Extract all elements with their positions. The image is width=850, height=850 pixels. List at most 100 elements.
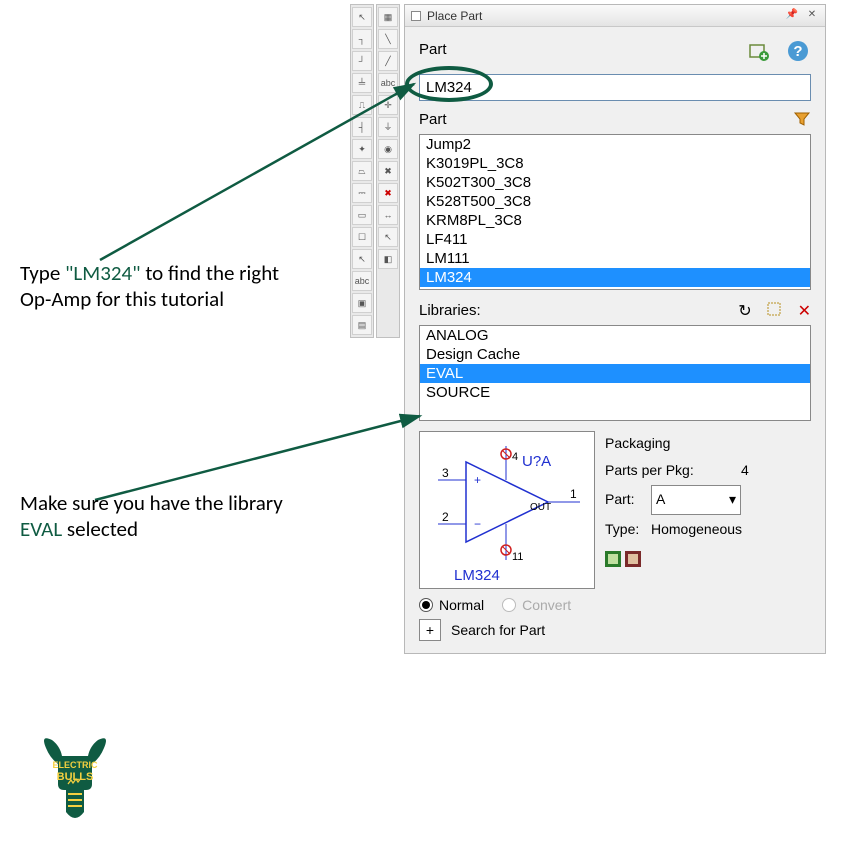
place-part-panel: Place Part 📌 ✕ Part ? Part — [404, 4, 826, 654]
electric-bulls-logo: ELECTRIC BULLS — [38, 730, 112, 826]
tool-label[interactable]: abc — [378, 73, 398, 93]
packaging-type-value: Homogeneous — [651, 517, 742, 542]
tool-page[interactable]: ☐ — [352, 227, 372, 247]
radio-dot-icon — [502, 598, 516, 612]
part-list-item[interactable]: K528T500_3C8 — [420, 192, 810, 211]
tool-branch[interactable]: ╧ — [352, 73, 372, 93]
pin3-label: 3 — [442, 466, 449, 480]
annotation-1: Type "LM324" to find the right Op-Amp fo… — [20, 260, 280, 313]
tool-noconnect[interactable]: ✖ — [378, 161, 398, 181]
part-list-item[interactable]: K502T300_3C8 — [420, 173, 810, 192]
svg-text:ELECTRIC: ELECTRIC — [53, 760, 99, 770]
parts-per-pkg-value: 4 — [741, 458, 749, 483]
svg-text:−: − — [474, 517, 481, 531]
tool-wire-1[interactable]: ┐ — [352, 29, 372, 49]
radio-convert: Convert — [502, 597, 571, 613]
tool-pointer[interactable]: ↖ — [352, 7, 372, 27]
tool-wire-2[interactable]: ┘ — [352, 51, 372, 71]
part-label: Part — [419, 41, 447, 58]
search-for-part-label: Search for Part — [451, 622, 545, 638]
tool-move[interactable]: ↔ — [378, 205, 398, 225]
tool-bus[interactable]: ⎓ — [352, 183, 372, 203]
library-list-item[interactable]: ANALOG — [420, 326, 810, 345]
part-list-item[interactable]: K3019PL_3C8 — [420, 154, 810, 173]
refdes-label: U?A — [522, 453, 551, 470]
parts-listbox[interactable]: Jump2K3019PL_3C8K502T300_3C8K528T500_3C8… — [419, 134, 811, 290]
libraries-label: Libraries: — [419, 302, 481, 319]
tool-place-part[interactable]: ▦ — [378, 7, 398, 27]
packaging-part-combo[interactable]: A ▾ — [651, 485, 741, 514]
add-library-icon[interactable] — [745, 38, 771, 64]
tool-junction[interactable]: ┤ — [352, 117, 372, 137]
tool-place[interactable]: ↖ — [378, 227, 398, 247]
tool-select[interactable]: ↖ — [352, 249, 372, 269]
tool-ground[interactable]: ⏢ — [352, 161, 372, 181]
vertical-toolbars: ↖ ┐ ┘ ╧ ⎍ ┤ ✦ ⏢ ⎓ ▭ ☐ ↖ abc ▣ ▤ ▦ ╲ ╱ ab… — [350, 4, 400, 338]
annotation-2: Make sure you have the library EVAL sele… — [20, 490, 300, 543]
packaging-part-value: A — [656, 487, 665, 512]
svg-text:?: ? — [793, 43, 802, 60]
panel-titlebar: Place Part 📌 ✕ — [405, 5, 825, 27]
out-label: OUT — [530, 502, 551, 513]
panel-pin-icon[interactable]: 📌 — [785, 9, 799, 23]
part-search-input[interactable] — [419, 74, 811, 101]
tool-end[interactable]: ◧ — [378, 249, 398, 269]
tool-target[interactable]: ✛ — [378, 95, 398, 115]
pspice-icon[interactable] — [605, 550, 621, 566]
filter-icon[interactable] — [793, 110, 811, 131]
annot2-lib: EVAL — [20, 516, 62, 542]
tool-port[interactable]: ▭ — [352, 205, 372, 225]
toolbar-1: ↖ ┐ ┘ ╧ ⎍ ┤ ✦ ⏢ ⎓ ▭ ☐ ↖ abc ▣ ▤ — [350, 4, 374, 338]
part-list-item[interactable]: LF411 — [420, 230, 810, 249]
packaging-section: Packaging Parts per Pkg: 4 Part: A ▾ Typ… — [605, 431, 811, 589]
pin4-label: 4 — [512, 451, 518, 463]
pin1-label: 1 — [570, 487, 577, 501]
tool-line[interactable]: ╲ — [378, 29, 398, 49]
libraries-listbox[interactable]: ANALOGDesign CacheEVALSOURCE — [419, 325, 811, 421]
part-preview: + − 3 2 1 4 11 OUT U?A LM324 — [419, 431, 595, 589]
library-list-item[interactable]: SOURCE — [420, 383, 810, 402]
chevron-down-icon: ▾ — [729, 487, 736, 512]
tool-polyline[interactable]: ╱ — [378, 51, 398, 71]
tool-net[interactable]: ⎍ — [352, 95, 372, 115]
svg-text:+: + — [474, 473, 481, 487]
part-list-item[interactable]: KRM8PL_3C8 — [420, 211, 810, 230]
annot2-pre: Make sure you have the library — [20, 490, 283, 516]
part-list-item[interactable]: LM324 — [420, 268, 810, 287]
library-list-item[interactable]: Design Cache — [420, 345, 810, 364]
packaging-part-label: Part: — [605, 487, 645, 512]
panel-grip-icon — [411, 11, 421, 21]
parts-per-pkg-label: Parts per Pkg: — [605, 458, 705, 483]
partname-label: LM324 — [454, 567, 500, 584]
packaging-header: Packaging — [605, 431, 811, 456]
part-list-item[interactable]: LM111 — [420, 249, 810, 268]
radio-normal[interactable]: Normal — [419, 597, 484, 613]
expand-search-button[interactable]: + — [419, 619, 441, 641]
tool-comp[interactable]: ◉ — [378, 139, 398, 159]
packaging-type-label: Type: — [605, 517, 645, 542]
pin2-label: 2 — [442, 510, 449, 524]
pin11-label: 11 — [512, 551, 523, 563]
tool-misc-1[interactable]: ▣ — [352, 293, 372, 313]
annot1-pre: Type — [20, 260, 65, 286]
refresh-icon[interactable]: ↻ — [738, 301, 751, 321]
part-list-item[interactable]: Jump2 — [420, 135, 810, 154]
tool-text[interactable]: abc — [352, 271, 372, 291]
radio-normal-label: Normal — [439, 597, 484, 613]
radio-dot-icon — [419, 598, 433, 612]
annot1-quote: "LM324" — [65, 260, 141, 286]
parts-list-label: Part — [419, 111, 447, 128]
tool-delete[interactable]: ✖ — [378, 183, 398, 203]
add-lib-icon[interactable] — [766, 300, 784, 321]
library-list-item[interactable]: EVAL — [420, 364, 810, 383]
layout-icon[interactable] — [625, 550, 641, 566]
panel-title-text: Place Part — [427, 9, 482, 23]
remove-lib-icon[interactable]: ✕ — [798, 301, 811, 321]
help-icon[interactable]: ? — [785, 38, 811, 64]
toolbar-2: ▦ ╲ ╱ abc ✛ ⏚ ◉ ✖ ✖ ↔ ↖ ◧ — [376, 4, 400, 338]
tool-power[interactable]: ✦ — [352, 139, 372, 159]
tool-gnd2[interactable]: ⏚ — [378, 117, 398, 137]
tool-misc-2[interactable]: ▤ — [352, 315, 372, 335]
panel-close-icon[interactable]: ✕ — [805, 9, 819, 23]
annot2-post: selected — [62, 516, 138, 542]
